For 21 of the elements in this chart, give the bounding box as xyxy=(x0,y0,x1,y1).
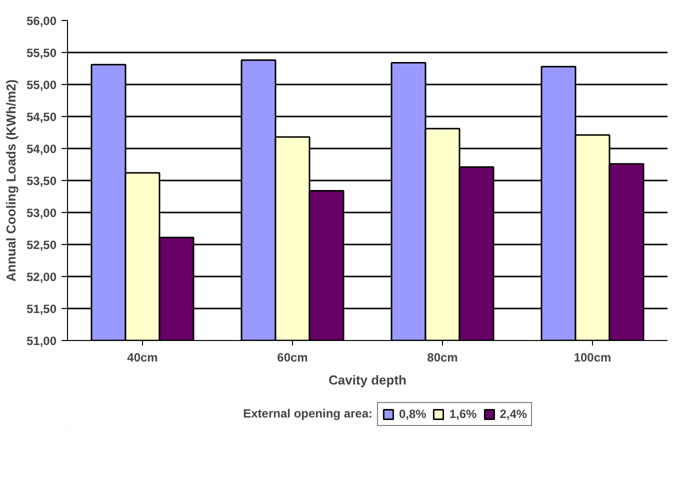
y-tick-label: 55,50 xyxy=(26,46,57,60)
legend-title: External opening area: xyxy=(243,406,373,420)
legend-label: 0,8% xyxy=(399,407,426,421)
y-tick-label: 56,00 xyxy=(26,14,57,28)
x-tick-label: 40cm xyxy=(127,350,158,364)
x-tick-label: 100cm xyxy=(574,350,612,364)
y-axis-title: Annual Cooling Loads (KWh/m2) xyxy=(3,79,18,282)
y-tick-label: 54,50 xyxy=(26,110,57,124)
y-tick-label: 55,00 xyxy=(26,78,57,92)
x-tick-label: 60cm xyxy=(277,350,308,364)
y-tick-label: 54,00 xyxy=(26,142,57,156)
y-tick-label: 52,00 xyxy=(26,270,57,284)
y-tick-label: 52,50 xyxy=(26,238,57,252)
y-tick-label: 53,50 xyxy=(26,174,57,188)
x-axis-title: Cavity depth xyxy=(328,372,407,388)
x-tick-label: 80cm xyxy=(427,350,458,364)
y-tick-label: 53,00 xyxy=(26,206,57,220)
y-tick-label: 51,00 xyxy=(26,334,57,348)
legend-label: 2,4% xyxy=(500,407,528,421)
y-tick-label: 51,50 xyxy=(26,302,57,316)
legend-label: 1,6% xyxy=(449,407,477,421)
